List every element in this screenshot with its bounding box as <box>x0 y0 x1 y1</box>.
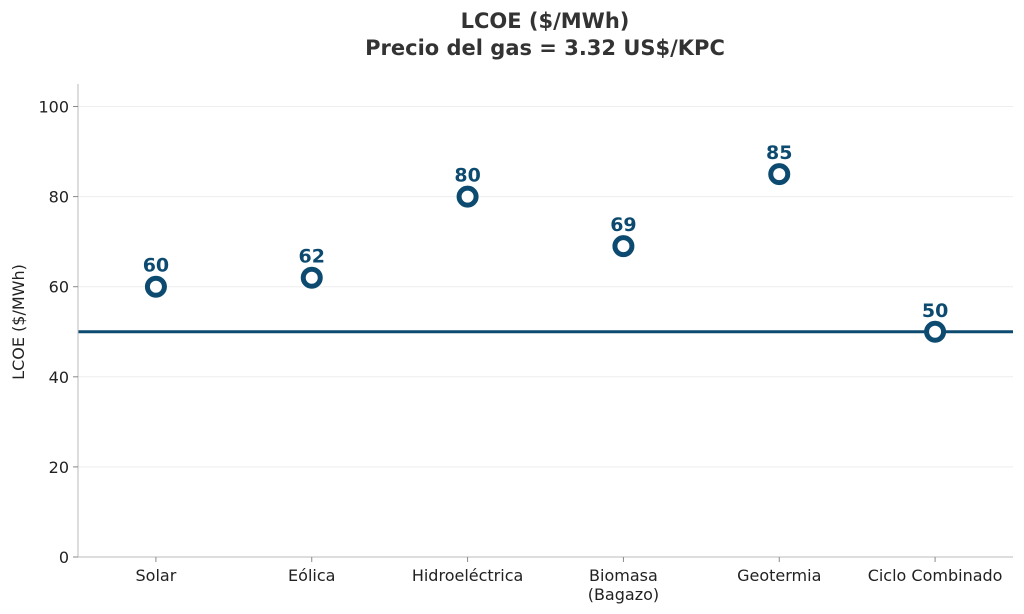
data-point <box>612 235 635 258</box>
data-point <box>300 266 323 289</box>
chart-title: LCOE ($/MWh) Precio del gas = 3.32 US$/KP… <box>365 9 725 60</box>
data-labels: 60 62 80 69 85 50 <box>143 142 949 322</box>
y-tick-label-0: 0 <box>59 548 69 567</box>
y-axis-label: LCOE ($/MWh) <box>9 264 28 380</box>
data-label: 60 <box>143 255 169 277</box>
data-label: 62 <box>299 246 325 268</box>
x-tick-label: Hidroeléctrica <box>412 566 523 585</box>
y-tick-label-40: 40 <box>49 368 69 387</box>
chart-title-line-2: Precio del gas = 3.32 US$/KPC <box>365 36 725 60</box>
data-label: 50 <box>922 300 948 322</box>
data-point <box>924 320 947 343</box>
data-label: 69 <box>610 214 636 236</box>
y-tick-label-20: 20 <box>49 458 69 477</box>
axes <box>77 84 1013 558</box>
data-point <box>768 163 791 186</box>
data-point <box>144 275 167 298</box>
x-tick-label: Eólica <box>288 566 335 585</box>
data-label: 85 <box>766 142 792 164</box>
x-tick-label: Ciclo Combinado <box>868 566 1003 585</box>
y-tick-labels: 0 20 40 60 80 100 <box>38 98 78 567</box>
x-tick-labels: Solar Eólica Hidroeléctrica Biomasa (Bagazo)… <box>136 557 1003 604</box>
data-label: 80 <box>454 165 480 187</box>
chart-title-line-1: LCOE ($/MWh) <box>461 9 630 33</box>
y-tick-label-100: 100 <box>38 98 69 117</box>
y-tick-label-80: 80 <box>49 188 69 207</box>
x-tick-label: Biomasa (Bagazo) <box>588 566 659 604</box>
x-tick-label: Geotermia <box>737 566 821 585</box>
x-tick-label: Solar <box>136 566 177 585</box>
y-tick-label-60: 60 <box>49 278 69 297</box>
data-point <box>456 185 479 208</box>
data-points <box>144 163 947 343</box>
